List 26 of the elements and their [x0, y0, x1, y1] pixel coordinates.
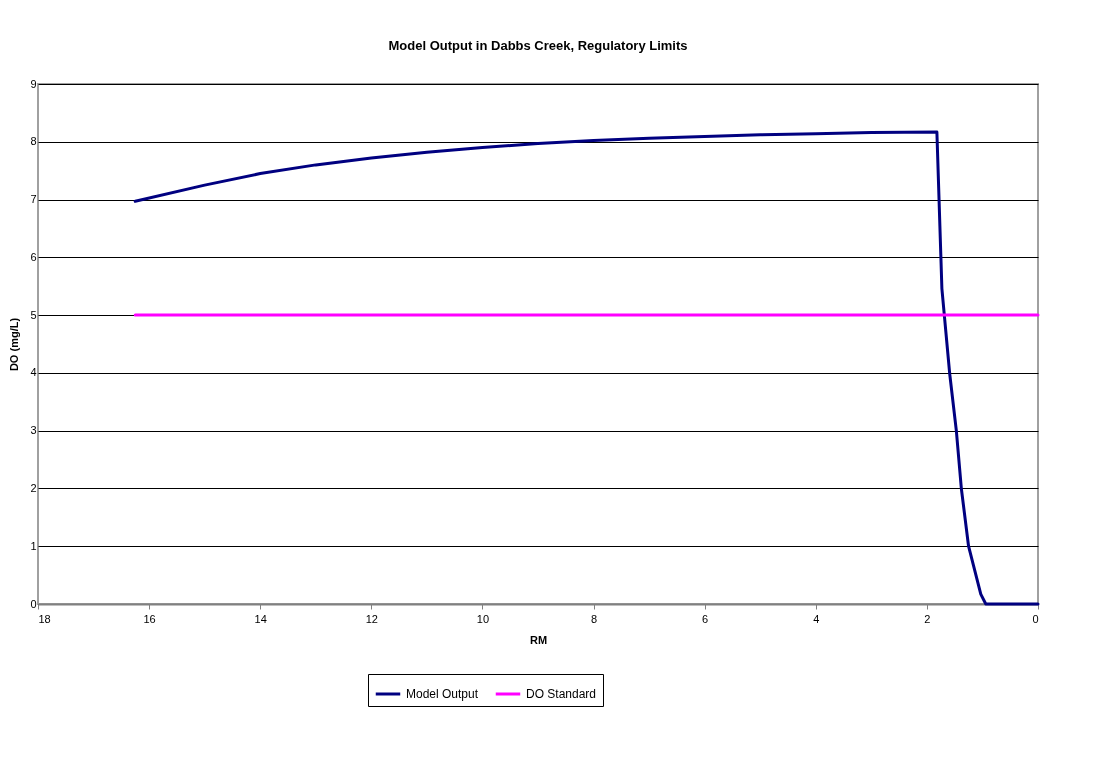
- y-tick-label: 2: [30, 481, 37, 494]
- x-tick-label: 12: [365, 612, 378, 625]
- x-tick-label: 0: [1032, 612, 1039, 625]
- y-tick-label: 6: [30, 250, 37, 263]
- y-tick-label: 9: [30, 77, 37, 90]
- x-tick-label: 4: [813, 612, 820, 625]
- x-axis-title: RM: [529, 633, 548, 646]
- x-tick-label: 10: [476, 612, 490, 625]
- y-tick-label: 3: [30, 424, 37, 437]
- line-series: [133, 130, 1040, 606]
- x-tick-label: 18: [38, 612, 51, 625]
- y-tick-label: 4: [30, 366, 37, 379]
- x-tick-label: 8: [590, 612, 598, 625]
- y-tick-label: 7: [30, 193, 37, 206]
- chart-title: Model Output in Dabbs Creek, Regulatory Limits: [388, 38, 688, 53]
- legend-label: Model Output: [406, 687, 479, 701]
- y-axis-title: DO (mg/L): [8, 317, 21, 372]
- legend-label: DO Standard: [526, 687, 597, 701]
- y-tick-label: 0: [30, 597, 37, 610]
- x-tick-label: 16: [143, 612, 156, 625]
- y-tick-label: 1: [30, 539, 37, 552]
- y-tick-label: 5: [30, 308, 37, 321]
- x-tick-label: 6: [702, 612, 709, 625]
- x-tick-label: 2: [924, 612, 931, 625]
- x-tick-label: 14: [254, 612, 267, 625]
- y-tick-label: 8: [30, 135, 37, 148]
